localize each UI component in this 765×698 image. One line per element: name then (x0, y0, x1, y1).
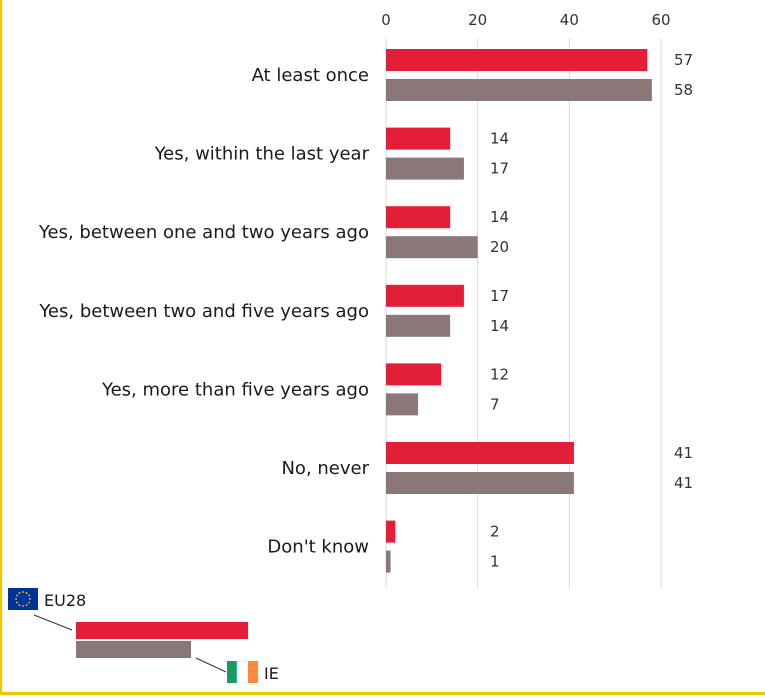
eu-star (25, 592, 28, 594)
value-label-eu28: 14 (490, 208, 509, 226)
bar-ie (386, 393, 419, 416)
bar-ie (386, 550, 391, 573)
value-label-eu28: 17 (490, 287, 509, 305)
value-label-eu28: 2 (490, 523, 500, 541)
eu-flag-background (8, 588, 38, 610)
grid-layer (385, 38, 662, 588)
x-tick-label: 40 (560, 11, 579, 29)
value-label-eu28: 41 (674, 444, 693, 462)
eu-flag-stars (15, 591, 31, 607)
bar-eu28 (386, 442, 574, 464)
legend: EU28 IE (8, 588, 279, 684)
legend-swatch-eu28 (76, 622, 248, 639)
ie-flag-green (227, 661, 237, 683)
x-tick-label: 20 (468, 11, 487, 29)
x-tick-label: 60 (651, 11, 670, 29)
ie-flag-icon (227, 660, 258, 684)
legend-leader-ie (195, 657, 227, 673)
value-label-ie: 7 (490, 395, 500, 413)
eu-star (16, 601, 18, 604)
category-label: At least once (252, 65, 369, 86)
eu-star (22, 605, 24, 607)
value-label-ie: 14 (490, 317, 509, 335)
category-labels: At least once Yes, within the last year Ye… (38, 65, 370, 558)
bar-eu28 (386, 49, 648, 71)
x-axis-ticks: 0 20 40 60 (381, 11, 670, 29)
legend-swatch-ie (76, 641, 191, 658)
bar-ie (386, 79, 652, 101)
bar-eu28 (386, 284, 464, 307)
bar-ie (386, 236, 478, 259)
eu-star (18, 592, 21, 594)
category-label: Yes, within the last year (154, 144, 370, 165)
bar-eu28 (386, 206, 451, 229)
eu-star (16, 594, 18, 597)
eu-star (28, 601, 30, 604)
value-labels: 57 58 14 17 14 20 17 14 12 7 41 41 2 1 (490, 51, 693, 571)
eu-star (29, 598, 31, 600)
eu-star (25, 604, 28, 606)
eu-flag-icon (8, 588, 38, 610)
bars (386, 49, 652, 573)
eu-star (28, 594, 30, 597)
category-label: Yes, more than five years ago (101, 379, 369, 400)
legend-leader-eu28 (33, 614, 73, 631)
category-label: No, never (281, 458, 369, 479)
ie-flag-white (236, 660, 249, 684)
ie-flag-orange (248, 661, 258, 683)
bar-eu28 (386, 520, 396, 543)
value-label-ie: 58 (674, 81, 693, 99)
value-label-eu28: 57 (674, 51, 693, 69)
value-label-ie: 17 (490, 160, 509, 178)
value-label-eu28: 14 (490, 130, 509, 148)
eu-star (22, 591, 24, 593)
value-label-eu28: 12 (490, 365, 509, 383)
category-label: Yes, between one and two years ago (38, 222, 369, 243)
bar-ie (386, 157, 464, 180)
x-tick-label: 0 (381, 11, 391, 29)
bar-eu28 (386, 127, 451, 150)
eu-star (15, 598, 17, 600)
category-label: Don't know (267, 537, 369, 558)
eu-star (18, 604, 21, 606)
value-label-ie: 41 (674, 474, 693, 492)
bar-ie (386, 314, 451, 337)
value-label-ie: 20 (490, 238, 509, 256)
legend-label-eu28: EU28 (44, 591, 86, 610)
bar-ie (386, 472, 574, 494)
legend-label-ie: IE (264, 664, 279, 683)
value-label-ie: 1 (490, 553, 500, 571)
bar-eu28 (386, 363, 441, 386)
category-label: Yes, between two and five years ago (38, 301, 369, 322)
